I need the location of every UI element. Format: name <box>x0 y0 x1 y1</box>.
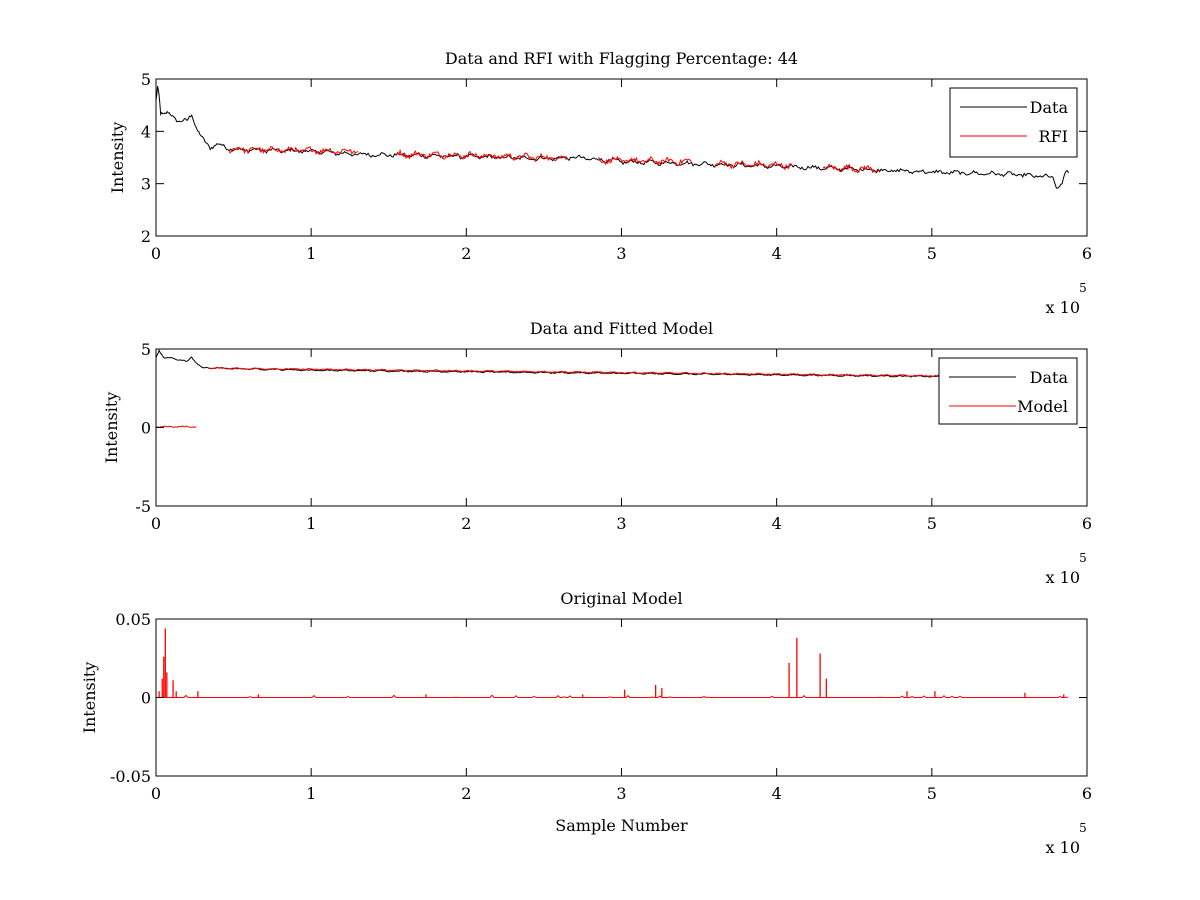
series-rfi-line-segment <box>822 163 878 174</box>
series-model-line-segment <box>156 425 197 429</box>
y-axis-label: Intensity <box>102 392 121 464</box>
model-baseline <box>156 694 1069 699</box>
y-axis-label: Intensity <box>108 122 127 194</box>
x-tick-label: 6 <box>1082 244 1092 263</box>
x-tick-label: 4 <box>772 514 782 533</box>
legend-label: RFI <box>1039 127 1068 146</box>
x-tick-label: 3 <box>616 244 626 263</box>
chart-title: Data and Fitted Model <box>530 319 713 338</box>
x-tick-label: 5 <box>927 514 937 533</box>
x-tick-label: 2 <box>461 244 471 263</box>
axes-frame <box>155 78 1088 237</box>
y-tick-label: -0.05 <box>110 767 151 786</box>
plot-area <box>156 628 1069 699</box>
x-tick-label: 3 <box>616 514 626 533</box>
x-multiplier: x 10 <box>1046 838 1080 857</box>
x-multiplier-exponent: 5 <box>1079 821 1087 835</box>
series-model-line-segment <box>210 367 1069 379</box>
x-tick-label: 6 <box>1082 784 1092 803</box>
series-rfi-line-segment <box>396 148 483 160</box>
legend: Data Model <box>938 357 1078 425</box>
y-tick-label: -5 <box>135 497 151 516</box>
legend-box <box>938 357 1078 425</box>
legend-label: Data <box>1030 98 1069 117</box>
x-tick-label: 1 <box>306 784 316 803</box>
x-multiplier: x 10 <box>1046 568 1080 587</box>
y-tick-label: 3 <box>141 175 151 194</box>
series-data-line <box>156 349 1069 379</box>
x-tick-label: 1 <box>306 514 316 533</box>
y-tick-label: 0 <box>141 689 151 708</box>
y-tick-label: 5 <box>141 70 151 89</box>
x-tick-label: 5 <box>927 244 937 263</box>
x-tick-label: 1 <box>306 244 316 263</box>
x-tick-label: 0 <box>151 244 161 263</box>
x-multiplier: x 10 <box>1046 298 1080 317</box>
x-tick-label: 6 <box>1082 514 1092 533</box>
x-tick-label: 2 <box>461 514 471 533</box>
x-multiplier-exponent: 5 <box>1079 551 1087 565</box>
series-rfi-line-segment <box>597 155 692 167</box>
x-tick-label: 4 <box>772 244 782 263</box>
series-rfi-line-segment <box>714 159 793 171</box>
y-tick-label: 4 <box>141 122 151 141</box>
plot-area <box>156 86 1069 189</box>
y-tick-label: 2 <box>141 227 151 246</box>
y-tick-label: 0.05 <box>115 610 151 629</box>
legend-box <box>949 87 1078 158</box>
legend-label: Model <box>1017 397 1068 416</box>
series-rfi-line-segment <box>481 152 568 163</box>
legend: Data RFI <box>949 87 1078 158</box>
x-tick-label: 5 <box>927 784 937 803</box>
chart-title: Original Model <box>560 589 682 608</box>
chart-title: Data and RFI with Flagging Percentage: 4… <box>445 49 798 68</box>
x-tick-label: 2 <box>461 784 471 803</box>
y-tick-label: 0 <box>141 419 151 438</box>
y-axis-label: Intensity <box>80 662 99 734</box>
x-tick-label: 4 <box>772 784 782 803</box>
x-axis-label: Sample Number <box>555 816 688 835</box>
x-multiplier-exponent: 5 <box>1079 281 1087 295</box>
legend-label: Data <box>1030 368 1069 387</box>
x-tick-label: 0 <box>151 514 161 533</box>
plot-area <box>156 349 1069 429</box>
x-tick-label: 3 <box>616 784 626 803</box>
series-rfi-line-segment <box>228 145 359 155</box>
x-tick-label: 0 <box>151 784 161 803</box>
y-tick-label: 5 <box>141 340 151 359</box>
subplot-1: 0 1 2 3 4 5 6 2 3 4 5 x 10 5 Data and RFI with Flaggi… <box>108 49 1092 317</box>
